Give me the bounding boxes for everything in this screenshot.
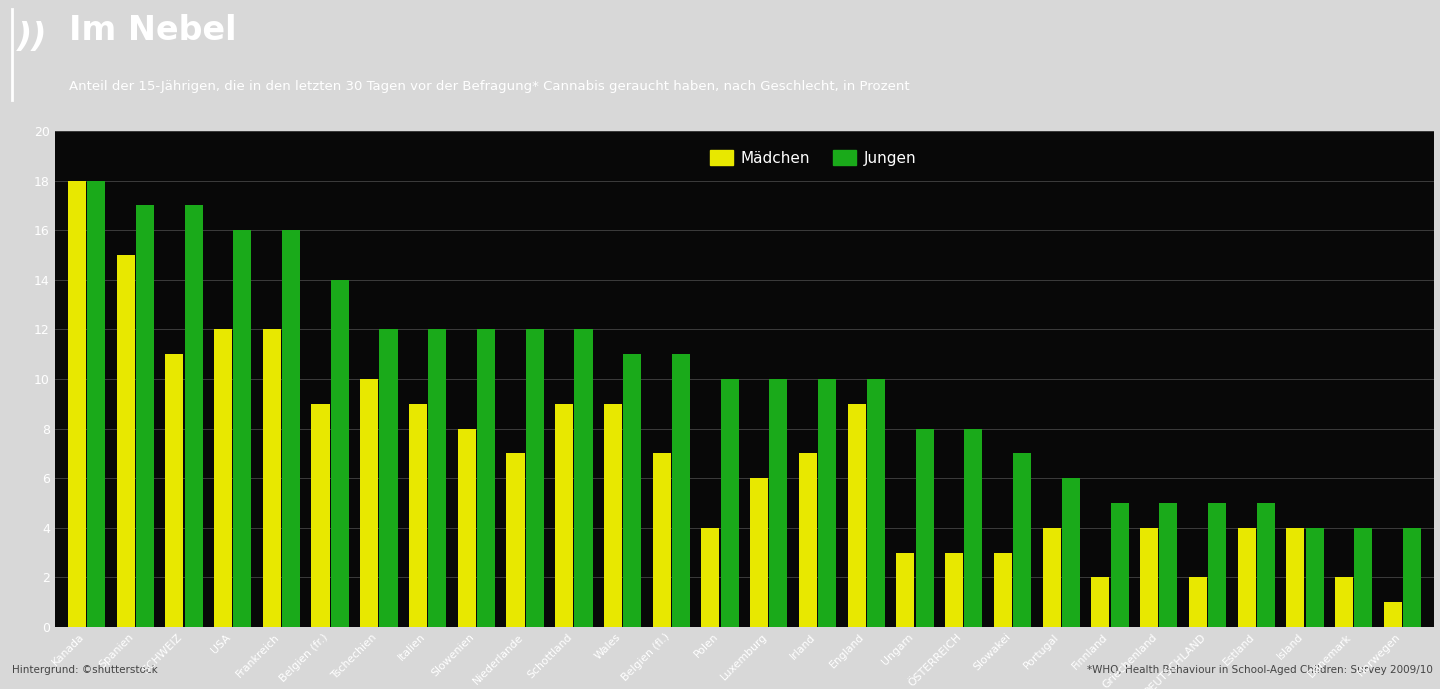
Bar	[1140, 528, 1158, 627]
Bar	[135, 205, 154, 627]
Bar	[897, 553, 914, 627]
Bar	[994, 553, 1012, 627]
Bar	[1208, 503, 1227, 627]
Bar	[1061, 478, 1080, 627]
Bar	[117, 255, 134, 627]
Bar	[1092, 577, 1109, 627]
Text: Anteil der 15-Jährigen, die in den letzten 30 Tagen vor der Befragung* Cannabis : Anteil der 15-Jährigen, die in den letzt…	[69, 80, 910, 92]
Bar	[818, 379, 837, 627]
Bar	[652, 453, 671, 627]
Text: Im Nebel: Im Nebel	[69, 14, 236, 47]
Bar	[720, 379, 739, 627]
Bar	[1306, 528, 1323, 627]
Bar	[603, 404, 622, 627]
Bar	[184, 205, 203, 627]
Bar	[311, 404, 330, 627]
Bar	[867, 379, 886, 627]
Bar	[1355, 528, 1372, 627]
Bar	[848, 404, 865, 627]
Bar	[701, 528, 720, 627]
Bar	[507, 453, 524, 627]
Bar	[215, 329, 232, 627]
Bar	[166, 354, 183, 627]
Bar	[799, 453, 816, 627]
Legend: Mädchen, Jungen: Mädchen, Jungen	[704, 143, 923, 172]
Bar	[458, 429, 475, 627]
Bar	[331, 280, 348, 627]
Bar	[86, 181, 105, 627]
Bar	[1043, 528, 1061, 627]
Bar	[360, 379, 379, 627]
Bar	[556, 404, 573, 627]
Bar	[1403, 528, 1421, 627]
Bar	[624, 354, 641, 627]
Bar	[672, 354, 690, 627]
Bar	[380, 329, 397, 627]
Bar	[262, 329, 281, 627]
Bar	[1384, 602, 1403, 627]
Bar	[477, 329, 495, 627]
Text: *WHO, Health Behaviour in School-Aged Children: Survey 2009/10: *WHO, Health Behaviour in School-Aged Ch…	[1087, 665, 1433, 675]
Bar	[1335, 577, 1354, 627]
Bar	[916, 429, 933, 627]
Bar	[409, 404, 428, 627]
Bar	[575, 329, 592, 627]
Bar	[233, 230, 252, 627]
Text: Hintergrund: ©shutterstock: Hintergrund: ©shutterstock	[12, 665, 157, 675]
Bar	[1286, 528, 1305, 627]
Bar	[965, 429, 982, 627]
Bar	[526, 329, 544, 627]
Bar	[750, 478, 769, 627]
Bar	[945, 553, 963, 627]
Bar	[1110, 503, 1129, 627]
Bar	[428, 329, 446, 627]
Bar	[769, 379, 788, 627]
Bar	[68, 181, 86, 627]
Text: )): ))	[17, 21, 48, 54]
Bar	[1257, 503, 1274, 627]
Bar	[1237, 528, 1256, 627]
Bar	[282, 230, 300, 627]
Bar	[1159, 503, 1178, 627]
Bar	[1014, 453, 1031, 627]
Bar	[1189, 577, 1207, 627]
